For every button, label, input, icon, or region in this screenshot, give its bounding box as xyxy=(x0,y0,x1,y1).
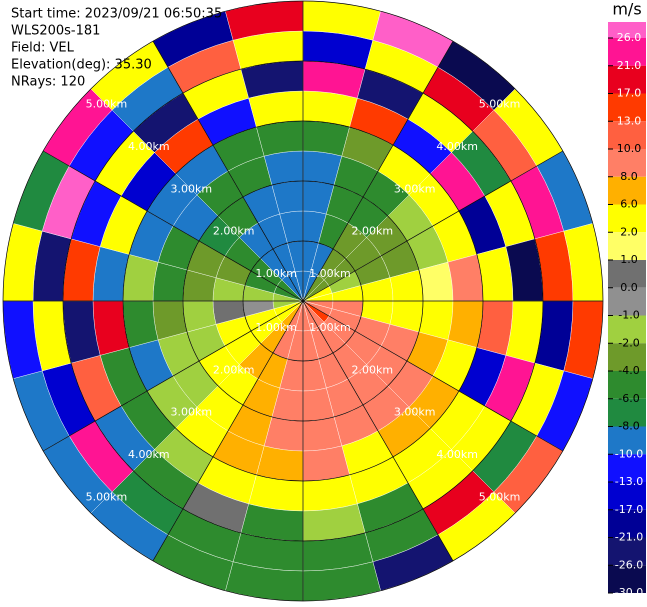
colorbar-tick-label: -6.0 xyxy=(618,392,639,405)
gate xyxy=(447,300,484,348)
colorbar-tick-label: 2.0 xyxy=(620,225,638,238)
range-label: 5.00km xyxy=(86,491,128,504)
colorbar-tick-label: 21.0 xyxy=(617,59,642,72)
colorbar-tick-label: -30.0 xyxy=(615,586,643,599)
range-label: 4.00km xyxy=(436,448,478,461)
overlay: 1.00km 1.00km 1.00km 1.00km 2.00km 2.00km 2.00… xyxy=(2,0,604,602)
colorbar-band xyxy=(608,176,646,205)
range-label: 4.00km xyxy=(128,140,170,153)
colorbar-band xyxy=(608,343,646,371)
radial-line xyxy=(302,300,454,561)
range-label: 2.00km xyxy=(352,225,394,238)
radial-line xyxy=(152,41,304,302)
colorbar-band xyxy=(608,315,646,344)
header-line: WLS200s-181 xyxy=(11,24,100,39)
colorbar-tick-label: 13.0 xyxy=(617,114,642,127)
gate xyxy=(256,445,304,482)
range-ring xyxy=(122,120,484,482)
range-label: 3.00km xyxy=(394,182,436,195)
gate xyxy=(447,254,484,302)
colorbar-band xyxy=(608,398,646,427)
colorbar-label: m/s xyxy=(612,0,641,19)
colorbar-band xyxy=(608,149,646,177)
range-label: 3.00km xyxy=(170,406,212,419)
colorbar-band xyxy=(608,232,646,260)
colorbar: m/s 26.0 21.0 17.0 13.0 10.0 8.0 6.0 2.0 1.0 0.0 -1… xyxy=(608,0,646,599)
range-label: 1.00km xyxy=(255,267,297,280)
range-label: 5.00km xyxy=(479,97,521,110)
range-label: 2.00km xyxy=(213,225,255,238)
colorbar-band xyxy=(608,121,646,149)
range-label: 4.00km xyxy=(436,140,478,153)
colorbar-tick-label: 0.0 xyxy=(620,281,638,294)
range-label: 3.00km xyxy=(170,182,212,195)
range-label: 1.00km xyxy=(309,267,351,280)
header: Start time: 2023/09/21 06:50:35 WLS200s-1… xyxy=(11,7,222,90)
colorbar-tick-label: -17.0 xyxy=(615,503,643,516)
range-ring xyxy=(242,240,364,362)
range-label: 1.00km xyxy=(309,321,351,334)
range-label: 1.00km xyxy=(255,321,297,334)
range-label: 2.00km xyxy=(352,363,394,376)
colorbar-tick-label: 1.0 xyxy=(620,253,638,266)
range-label: 4.00km xyxy=(128,448,170,461)
colorbar-tick-label: -4.0 xyxy=(618,364,639,377)
colorbar-tick-label: 6.0 xyxy=(620,198,638,211)
radial-line xyxy=(43,300,304,452)
colorbar-band xyxy=(608,482,646,510)
colorbar-band xyxy=(608,204,646,233)
radial-line xyxy=(302,41,454,302)
colorbar-band xyxy=(608,565,646,593)
radial-line xyxy=(302,300,563,452)
colorbar-band xyxy=(608,371,646,399)
colorbar-band xyxy=(608,426,646,455)
radial-line xyxy=(43,150,304,302)
colorbar-band xyxy=(608,537,646,566)
colorbar-band xyxy=(608,93,646,122)
gate xyxy=(122,300,159,348)
radial-line xyxy=(152,300,304,561)
range-ring xyxy=(182,180,424,422)
colorbar-band xyxy=(608,509,646,538)
range-label: 5.00km xyxy=(86,97,128,110)
colorbar-tick-label: -13.0 xyxy=(615,475,643,488)
header-line: NRays: 120 xyxy=(11,75,85,90)
colorbar-tick-label: -26.0 xyxy=(615,558,643,571)
field xyxy=(2,0,604,602)
colorbar-tick-label: -2.0 xyxy=(618,336,639,349)
colorbar-band xyxy=(608,454,646,482)
range-label: 3.00km xyxy=(394,406,436,419)
range-label: 2.00km xyxy=(213,363,255,376)
colorbar-tick-label: 26.0 xyxy=(617,31,642,44)
colorbar-band xyxy=(608,260,646,288)
range-label: 5.00km xyxy=(479,491,521,504)
colorbar-band xyxy=(608,38,646,66)
gate xyxy=(256,120,304,157)
header-line: Field: VEL xyxy=(11,41,75,56)
colorbar-tick-label: -21.0 xyxy=(615,531,643,544)
colorbar-tick-label: -1.0 xyxy=(618,309,639,322)
colorbar-tick-label: -8.0 xyxy=(618,420,639,433)
radial-line xyxy=(302,150,563,302)
range-ring xyxy=(62,60,544,542)
colorbar-tick-label: 17.0 xyxy=(617,87,642,100)
header-line: Elevation(deg): 35.30 xyxy=(11,58,152,73)
header-line: Start time: 2023/09/21 06:50:35 xyxy=(11,7,222,22)
colorbar-band xyxy=(608,287,646,316)
colorbar-tick-label: 8.0 xyxy=(620,170,638,183)
range-ring xyxy=(2,0,604,602)
colorbar-tick-label: -10.0 xyxy=(615,447,643,460)
colorbar-tick-label: 10.0 xyxy=(617,142,642,155)
gate xyxy=(302,445,350,482)
colorbar-band xyxy=(608,22,646,38)
gate xyxy=(302,120,350,157)
colorbar-band xyxy=(608,65,646,94)
gate xyxy=(122,254,159,302)
